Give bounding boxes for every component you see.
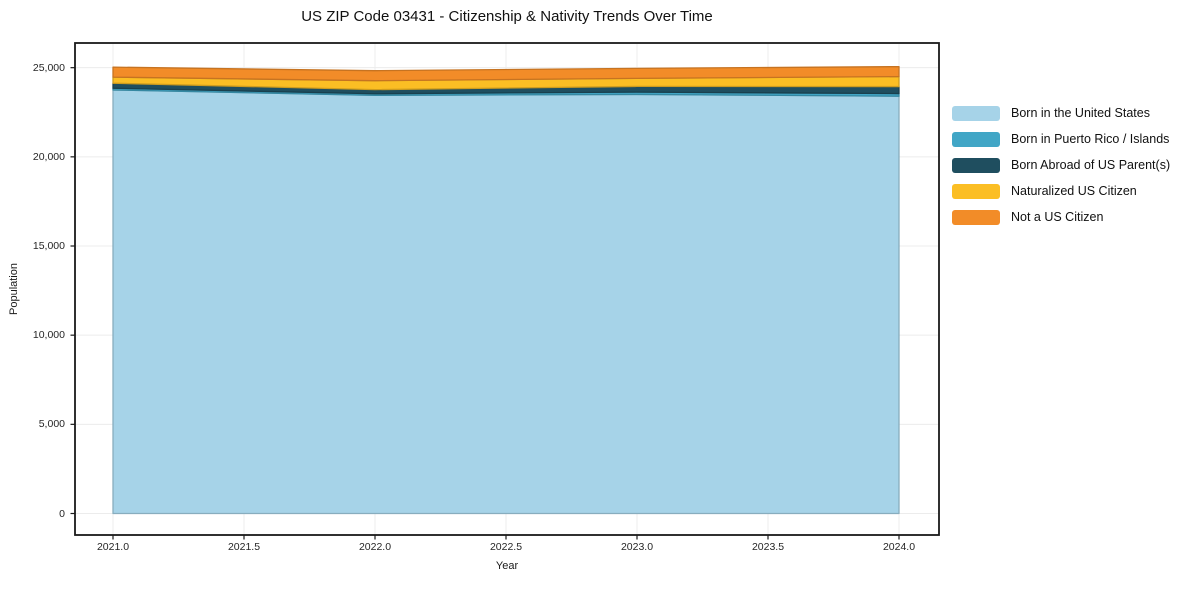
area-series [112,65,900,82]
legend-item: Born Abroad of US Parent(s) [952,152,1170,178]
legend-item: Born in the United States [952,100,1170,126]
legend-item: Naturalized US Citizen [952,178,1170,204]
y-tick-label: 5,000 [38,418,65,431]
x-tick-label: 2023.0 [620,541,654,553]
y-tick-label: 15,000 [32,240,65,252]
tick-marks [70,67,900,540]
x-tick-label: 2022.5 [489,541,523,553]
x-tick-label: 2022.0 [358,541,392,553]
legend-item: Not a US Citizen [952,204,1170,230]
legend-label: Born in the United States [1011,106,1150,120]
legend-label: Born Abroad of US Parent(s) [1011,158,1171,172]
legend-swatch-icon [952,157,1000,173]
x-tick-label: 2023.5 [751,541,785,553]
y-tick-label: 25,000 [32,61,65,74]
legend-label: Born in Puerto Rico / Islands [1011,132,1170,146]
legend-label: Naturalized US Citizen [1011,184,1137,198]
legend-label: Not a US Citizen [1011,210,1104,224]
legend-item: Born in Puerto Rico / Islands [952,126,1170,152]
y-axis-label: Population [8,263,20,315]
x-tick-label: 2021.0 [96,541,130,553]
legend-swatch-icon [952,209,1000,225]
legend: Born in the United States Born in Puerto … [952,100,1170,230]
legend-swatch-icon [952,131,1000,147]
y-tick-label: 0 [59,507,65,520]
x-axis-label: Year [495,560,519,572]
x-tick-label: 2021.5 [227,541,261,553]
x-tick-label: 2024.0 [882,541,916,553]
legend-swatch-icon [952,183,1000,199]
area-series [112,89,900,515]
chart-title: US ZIP Code 03431 - Citizenship & Nativi… [301,8,713,25]
plot-box [74,42,940,536]
legend-swatch-icon [952,105,1000,121]
y-tick-label: 20,000 [32,150,65,163]
y-tick-label: 10,000 [32,329,65,342]
